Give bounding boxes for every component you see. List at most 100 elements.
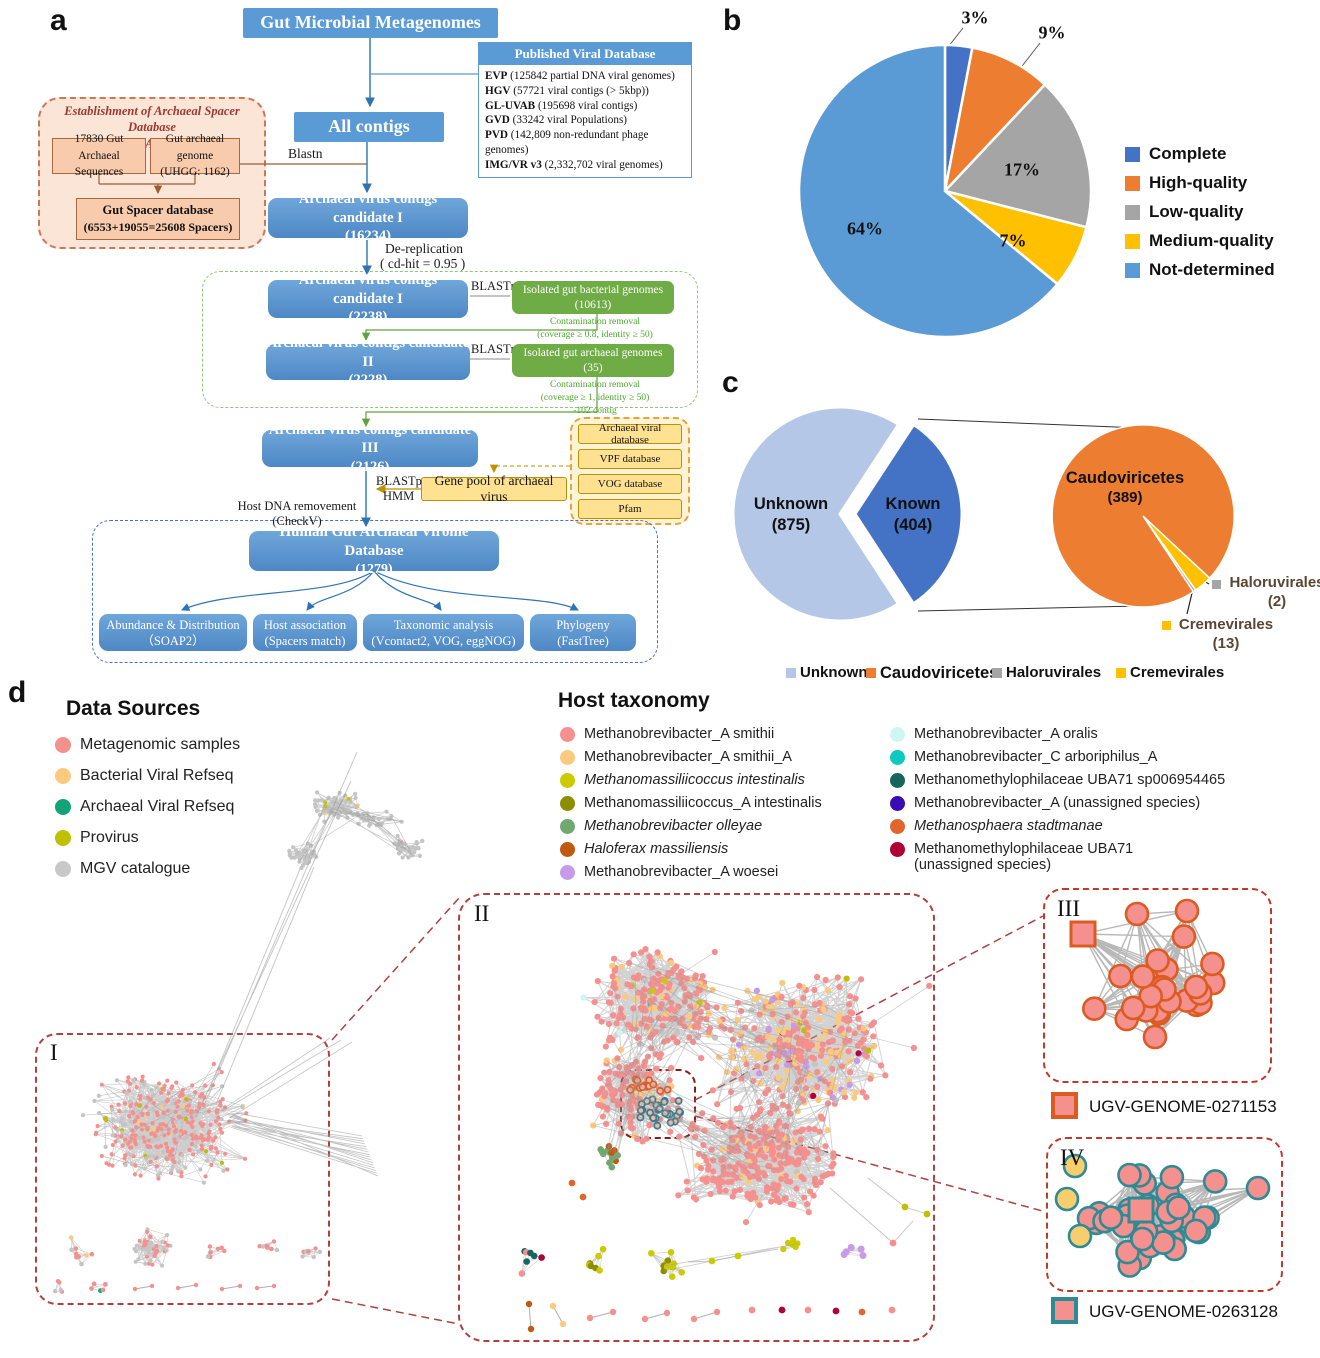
- legend-dot: [55, 768, 71, 784]
- pie-slice-caudoviricetes: [1051, 424, 1235, 608]
- legend-dot: [890, 842, 905, 857]
- legend-item: Provirus: [55, 829, 240, 847]
- panel-d-label: d: [8, 676, 27, 709]
- legend-item: Methanomethylophilaceae UBA71 sp00695446…: [890, 772, 1225, 788]
- network-box-2: [458, 893, 935, 1342]
- isolated-bacterial-line1: Isolated gut bacterial genomes: [522, 283, 664, 296]
- database-box-3: Pfam: [578, 499, 682, 519]
- legend-dot: [560, 842, 575, 857]
- legend-dot: [55, 861, 71, 877]
- legend-item: MGV catalogue: [55, 860, 240, 878]
- hgavd-line1: Human Gut Archaeal Virome Database: [279, 523, 469, 560]
- output-abundance-line1: Abundance & Distribution: [106, 617, 240, 632]
- all-contigs-box: All contigs: [294, 112, 444, 142]
- candidate-1-box: Archaeal virus contigs candidate I (1623…: [268, 191, 468, 244]
- host-taxonomy-legend-col2: Methanobrevibacter_A oralis Methanobrevib…: [890, 726, 1225, 873]
- panel-c-label: c: [722, 366, 739, 399]
- gut-archaeal-genome-box: Gut archaeal genome (UHGG: 1162): [150, 133, 240, 178]
- host-taxonomy-legend-col1: Methanobrevibacter_A smithii Methanobrevi…: [560, 726, 822, 880]
- legend-label: Methanomassiliicoccus intestinalis: [584, 772, 805, 788]
- database-box-0: Archaeal viral database: [578, 422, 682, 446]
- legend-label: Methanobrevibacter_A woesei: [584, 864, 779, 880]
- gut-archaeal-genome-line1: Gut archaeal genome: [165, 133, 225, 162]
- known-line1: Known: [885, 495, 941, 513]
- pie-c-legend-swatch: [866, 668, 876, 678]
- network-roman-4: IV: [1060, 1145, 1085, 1170]
- legend-dot: [890, 727, 905, 742]
- unknown-line1: Unknown: [753, 495, 829, 513]
- legend-label: Methanobrevibacter_A smithii: [584, 726, 775, 742]
- legend-dot: [55, 799, 71, 815]
- known-label: Known (404): [868, 494, 958, 535]
- contamination-removal-2: Contamination removal (coverage ≥ 1, iden…: [540, 380, 650, 416]
- pie-c-legend-swatch: [786, 668, 796, 678]
- pie-slice-high-quality: [942, 46, 1047, 195]
- candidate-2228-box: Archaeal virus contigs candidate II (222…: [266, 335, 470, 388]
- pvd-entry-list: EVP (125842 partial DNA viral genomes) HG…: [479, 65, 691, 177]
- pvd-entry: IMG/VR v3 (2,332,702 viral genomes): [485, 158, 663, 171]
- hgavd-line2: (1279): [355, 562, 393, 578]
- legend-swatch: [1125, 233, 1140, 249]
- legend-dot: [890, 750, 905, 765]
- hgavd-container: [92, 520, 658, 663]
- legend-label: Methanobrevibacter olleyae: [584, 818, 763, 834]
- gut-spacer-database-line1: Gut Spacer database: [102, 203, 214, 218]
- legend-dot: [560, 865, 575, 880]
- legend-label: Medium-quality: [1149, 231, 1274, 250]
- pvd-entry: GVD (33242 viral Populations): [485, 114, 628, 127]
- isolated-archaeal-genomes-box: Isolated gut archaeal genomes (35): [512, 344, 674, 377]
- legend-swatch: [1125, 146, 1140, 162]
- blastn1-label: BLASTn: [471, 279, 517, 293]
- legend-item: Haloferax massiliensis: [560, 841, 822, 857]
- gut-microbial-metagenomes-text: Gut Microbial Metagenomes: [260, 12, 481, 33]
- legend-label: Metagenomic samples: [80, 736, 241, 753]
- haloruvirales-swatch: [1212, 580, 1221, 589]
- gut-archaeal-genome-line2: (UHGG: 1162): [160, 166, 230, 179]
- legend-item: Methanomassiliicoccus intestinalis: [560, 772, 822, 788]
- output-host-line2: (Spacers match): [264, 633, 346, 648]
- pie-c-legend-label: Cremevirales: [1130, 664, 1225, 681]
- output-host-line1: Host association: [263, 617, 347, 632]
- gut-spacer-database-line2: (6553+19055=25608 Spacers): [83, 220, 233, 235]
- unknown-line2: (875): [771, 515, 811, 534]
- output-taxonomic-box: Taxonomic analysis (Vcontact2, VOG, eggN…: [363, 614, 524, 651]
- dereplication-label: De-replication: [385, 241, 463, 256]
- output-abundance-line2: （SOAP2）: [141, 633, 205, 648]
- gene-pool-text: Gene pool of archaeal virus: [434, 473, 554, 504]
- pie-slice-unknown: [731, 405, 901, 623]
- output-phylogeny-box: Phylogeny (FastTree): [530, 614, 636, 651]
- pie-b-pct-notdet: 64%: [847, 218, 883, 239]
- legend-item: Archaeal Viral Refseq: [55, 798, 240, 816]
- pie-c-legend-label: Unknown: [800, 664, 868, 681]
- legend-item: Methanobrevibacter_C arboriphilus_A: [890, 749, 1225, 765]
- caudoviricetes-line1: Caudoviricetes: [1065, 469, 1185, 487]
- candidate-2238-line1: Archaeal virus contigs candidate I: [298, 272, 438, 307]
- legend-label: Complete: [1149, 144, 1227, 163]
- legend-label: Methanobrevibacter_A (unassigned species…: [914, 795, 1201, 811]
- data-sources-legend: Metagenomic samples Bacterial Viral Refse…: [55, 736, 240, 878]
- unknown-label: Unknown (875): [741, 494, 841, 535]
- legend-item: Methanobrevibacter_A smithii: [560, 726, 822, 742]
- network-expansion-lines: [331, 897, 1047, 1325]
- candidate-2238-box: Archaeal virus contigs candidate I (2238…: [268, 272, 468, 325]
- legend-label: Bacterial Viral Refseq: [80, 767, 234, 784]
- database-box-1: VPF database: [578, 449, 682, 469]
- data-sources-title: Data Sources: [66, 697, 201, 720]
- caudoviricetes-line2: (389): [1107, 488, 1143, 506]
- panel-b-label: b: [723, 4, 742, 37]
- output-phylogeny-line2: (FastTree): [557, 633, 609, 648]
- isolated-archaeal-line2: (35): [583, 361, 603, 374]
- legend-item: Methanobrevibacter_A (unassigned species…: [890, 795, 1225, 811]
- pie-b-pct-medium: 7%: [999, 230, 1027, 251]
- pie-b-legend-item: Medium-quality: [1125, 231, 1275, 251]
- pie-c-legend-label: Haloruvirales: [1006, 664, 1102, 681]
- ugv-2-label: UGV-GENOME-0263128: [1089, 1302, 1278, 1321]
- legend-label: High-quality: [1149, 173, 1248, 192]
- output-taxonomic-line1: Taxonomic analysis: [393, 617, 494, 632]
- legend-dot: [55, 737, 71, 753]
- legend-label: Low-quality: [1149, 202, 1244, 221]
- legend-label: MGV catalogue: [80, 860, 191, 877]
- legend-dot: [560, 727, 575, 742]
- network-box-4: [1046, 1137, 1283, 1292]
